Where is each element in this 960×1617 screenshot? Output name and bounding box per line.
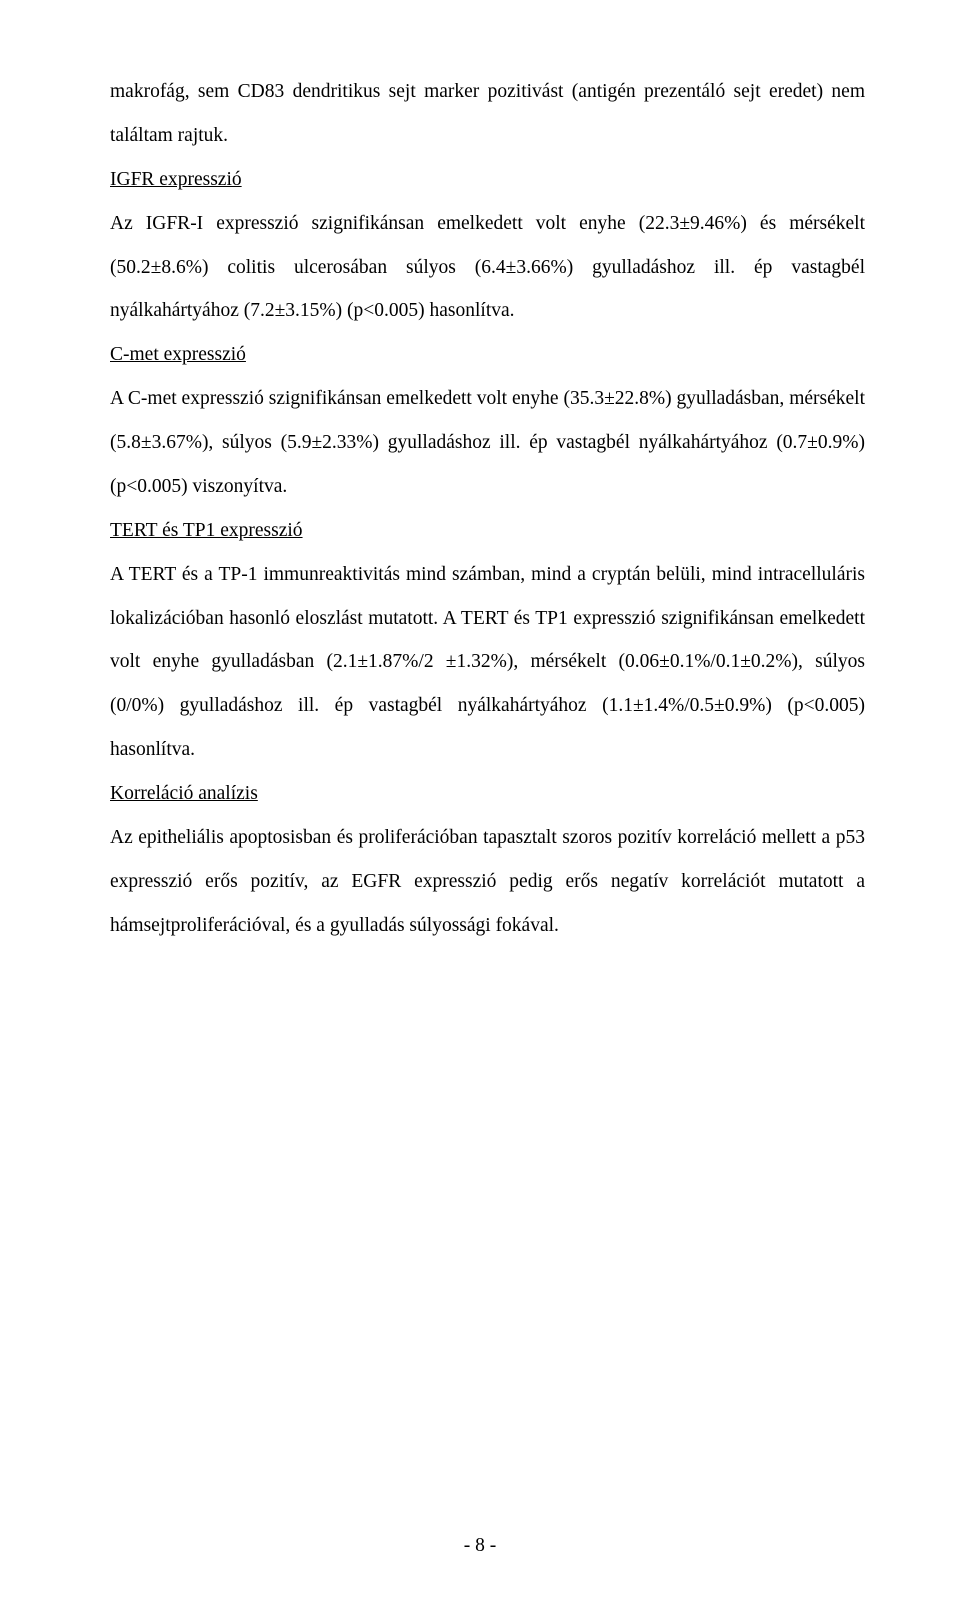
heading-igfr: IGFR expresszió	[110, 158, 865, 202]
paragraph-cmet: A C-met expresszió szignifikánsan emelke…	[110, 377, 865, 509]
page-body: makrofág, sem CD83 dendritikus sejt mark…	[110, 70, 865, 948]
paragraph-igfr: Az IGFR-I expresszió szignifikánsan emel…	[110, 202, 865, 334]
heading-tert: TERT és TP1 expresszió	[110, 509, 865, 553]
paragraph-correlation: Az epitheliális apoptosisban és prolifer…	[110, 816, 865, 948]
paragraph-tert: A TERT és a TP-1 immunreaktivitás mind s…	[110, 553, 865, 772]
paragraph-intro: makrofág, sem CD83 dendritikus sejt mark…	[110, 70, 865, 158]
heading-cmet: C-met expresszió	[110, 333, 865, 377]
page-number: - 8 -	[0, 1535, 960, 1557]
heading-correlation: Korreláció analízis	[110, 772, 865, 816]
